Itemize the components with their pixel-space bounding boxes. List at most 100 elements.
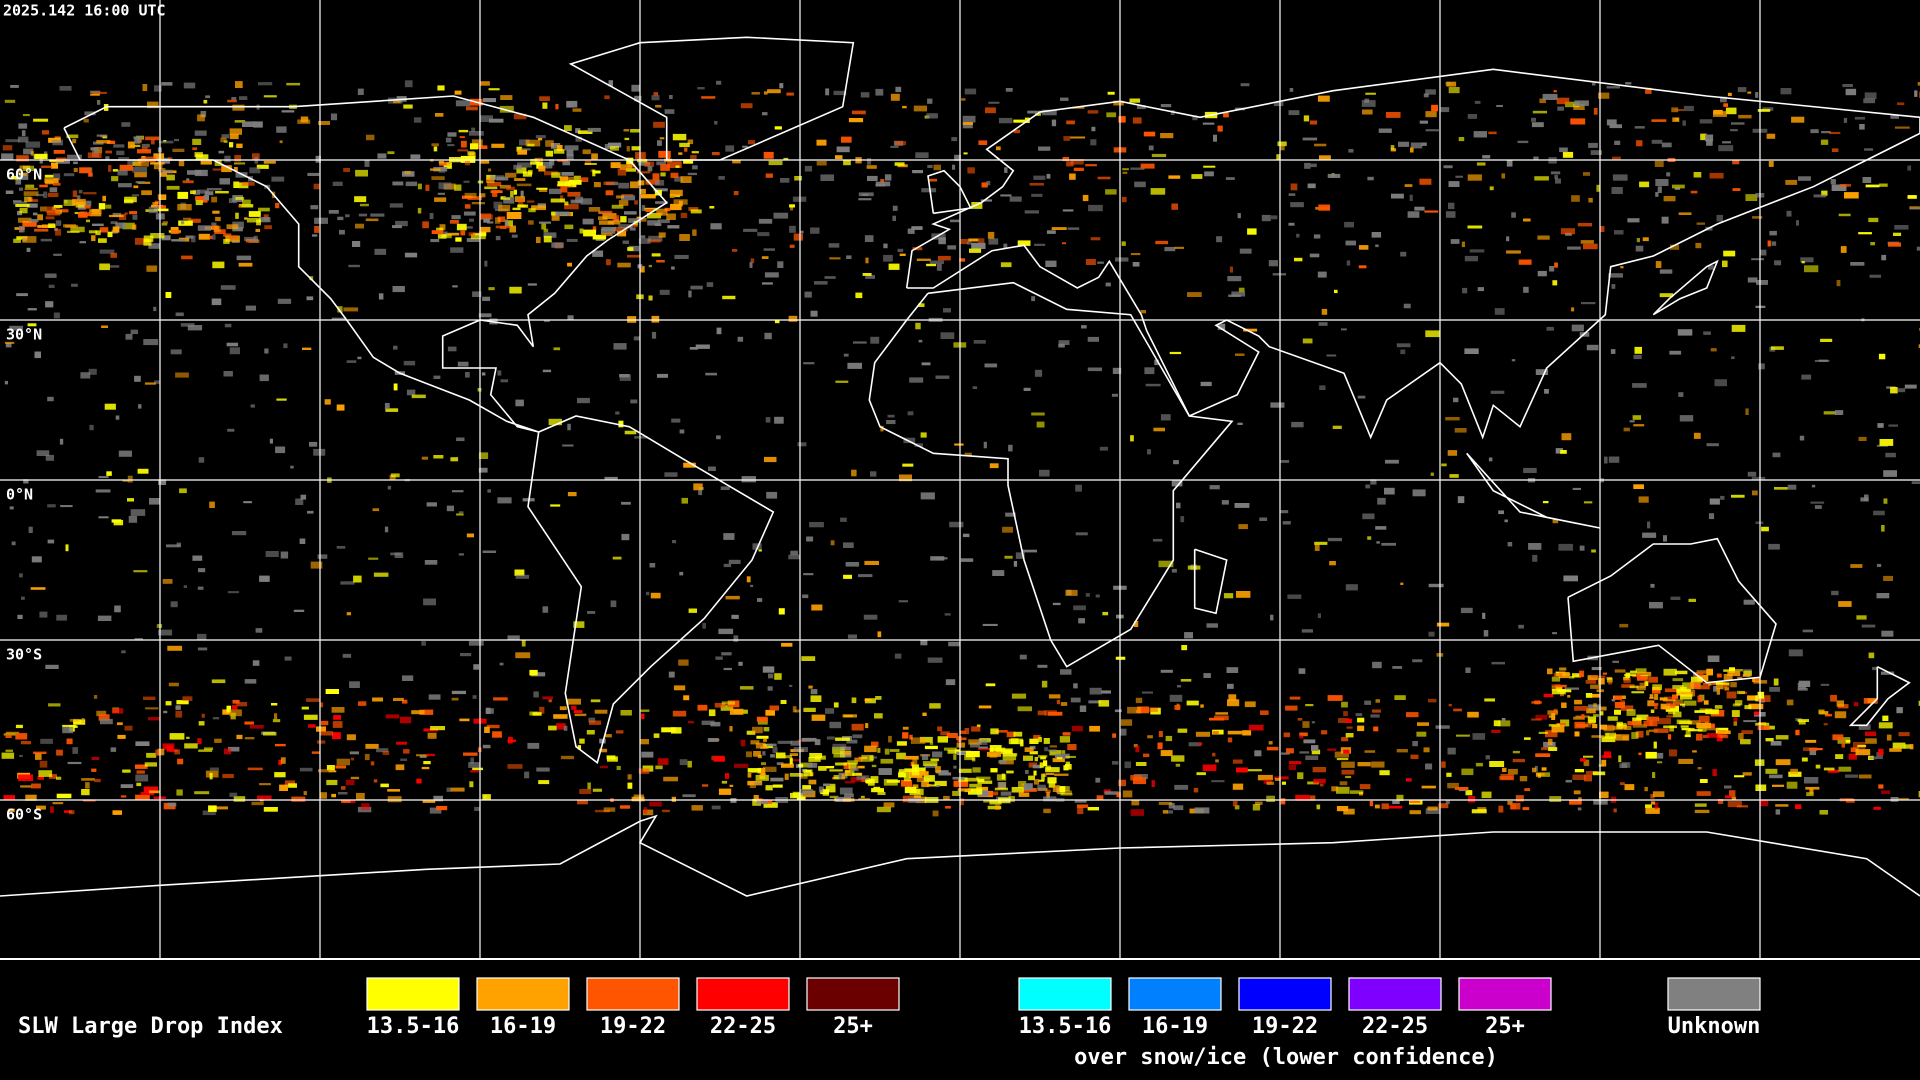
cloud-pixel — [1651, 119, 1667, 122]
cloud-pixel — [271, 703, 278, 706]
cloud-pixel — [154, 380, 160, 384]
cloud-pixel — [91, 768, 97, 772]
cloud-pixel — [1266, 795, 1275, 802]
cloud-pixel — [1254, 750, 1262, 757]
cloud-pixel — [1556, 723, 1566, 726]
cloud-pixel — [1070, 697, 1081, 703]
cloud-pixel — [203, 99, 208, 104]
cloud-pixel — [1089, 687, 1102, 695]
cloud-pixel — [746, 576, 751, 583]
cloud-pixel — [135, 741, 150, 746]
cloud-pixel — [244, 236, 256, 242]
cloud-pixel — [858, 574, 873, 578]
cloud-pixel — [1008, 738, 1024, 745]
cloud-pixel — [206, 188, 222, 191]
cloud-pixel — [405, 181, 418, 187]
cloud-pixel — [1859, 124, 1865, 130]
cloud-pixel — [670, 172, 679, 178]
cloud-pixel — [252, 660, 260, 666]
cloud-pixel — [170, 601, 178, 608]
cloud-pixel — [429, 213, 434, 219]
cloud-pixel — [1066, 161, 1074, 167]
cloud-pixel — [833, 753, 846, 758]
cloud-pixel — [143, 696, 156, 700]
cloud-pixel — [490, 190, 503, 194]
cloud-pixel — [319, 731, 333, 736]
cloud-pixel — [472, 767, 483, 771]
cloud-pixel — [634, 200, 638, 205]
cloud-pixel — [479, 81, 490, 86]
cloud-pixel — [1384, 487, 1395, 495]
cloud-pixel — [1883, 575, 1893, 581]
cloud-pixel — [1876, 563, 1882, 567]
cloud-pixel — [136, 782, 142, 787]
cloud-pixel — [509, 286, 522, 294]
cloud-pixel — [1738, 733, 1744, 740]
cloud-pixel — [162, 579, 173, 584]
cloud-pixel — [221, 165, 232, 173]
cloud-pixel — [507, 635, 520, 641]
cloud-pixel — [606, 259, 611, 266]
cloud-pixel — [968, 788, 983, 795]
cloud-pixel — [894, 653, 902, 659]
cloud-pixel — [416, 778, 422, 784]
cloud-pixel — [149, 790, 161, 794]
cloud-pixel — [1319, 155, 1331, 161]
cloud-pixel — [45, 454, 54, 461]
cloud-pixel — [1714, 379, 1727, 387]
cloud-pixel — [60, 505, 73, 508]
cloud-pixel — [843, 353, 849, 357]
cloud-pixel — [1504, 519, 1508, 523]
cloud-pixel — [198, 749, 213, 752]
cloud-pixel — [1346, 726, 1353, 729]
cloud-pixel — [1212, 731, 1219, 734]
cloud-pixel — [1788, 771, 1802, 777]
cloud-pixel — [183, 82, 196, 89]
cloud-pixel — [1690, 727, 1695, 731]
cloud-pixel — [867, 175, 878, 181]
cloud-pixel — [1560, 719, 1570, 727]
cloud-pixel — [1743, 599, 1755, 605]
cloud-pixel — [1723, 669, 1731, 672]
cloud-pixel — [1691, 676, 1703, 683]
cloud-pixel — [947, 245, 957, 250]
cloud-pixel — [16, 170, 21, 173]
cloud-pixel — [1307, 781, 1319, 785]
cloud-pixel — [548, 725, 557, 731]
cloud-pixel — [978, 140, 988, 145]
cloud-pixel — [1107, 91, 1115, 95]
cloud-pixel — [1683, 700, 1697, 706]
cloud-pixel — [765, 417, 771, 423]
cloud-pixel — [601, 232, 613, 236]
cloud-pixel — [862, 193, 869, 196]
cloud-pixel — [723, 563, 732, 568]
cloud-pixel — [106, 140, 116, 144]
cloud-pixel — [1551, 689, 1566, 695]
cloud-pixel — [514, 569, 525, 576]
cloud-pixel — [1460, 607, 1473, 614]
cloud-pixel — [836, 146, 850, 153]
cloud-pixel — [1731, 494, 1745, 498]
cloud-pixel — [482, 794, 491, 801]
cloud-pixel — [1574, 769, 1585, 773]
cloud-pixel — [1184, 632, 1193, 639]
cloud-pixel — [877, 791, 886, 795]
cloud-pixel — [486, 177, 495, 184]
cloud-pixel — [1652, 684, 1662, 691]
cloud-pixel — [524, 771, 530, 779]
cloud-pixel — [293, 609, 305, 612]
cloud-pixel — [1534, 700, 1541, 705]
cloud-pixel — [883, 254, 893, 262]
cloud-pixel — [1745, 408, 1749, 415]
cloud-pixel — [1674, 187, 1681, 190]
cloud-pixel — [898, 600, 908, 603]
cloud-pixel — [1627, 218, 1640, 223]
cloud-pixel — [810, 695, 822, 702]
cloud-pixel — [337, 792, 348, 795]
cloud-pixel — [592, 250, 604, 257]
cloud-pixel — [467, 196, 482, 200]
cloud-pixel — [53, 253, 62, 256]
cloud-pixel — [954, 443, 964, 446]
cloud-pixel — [598, 210, 613, 214]
cloud-pixel — [393, 345, 398, 350]
